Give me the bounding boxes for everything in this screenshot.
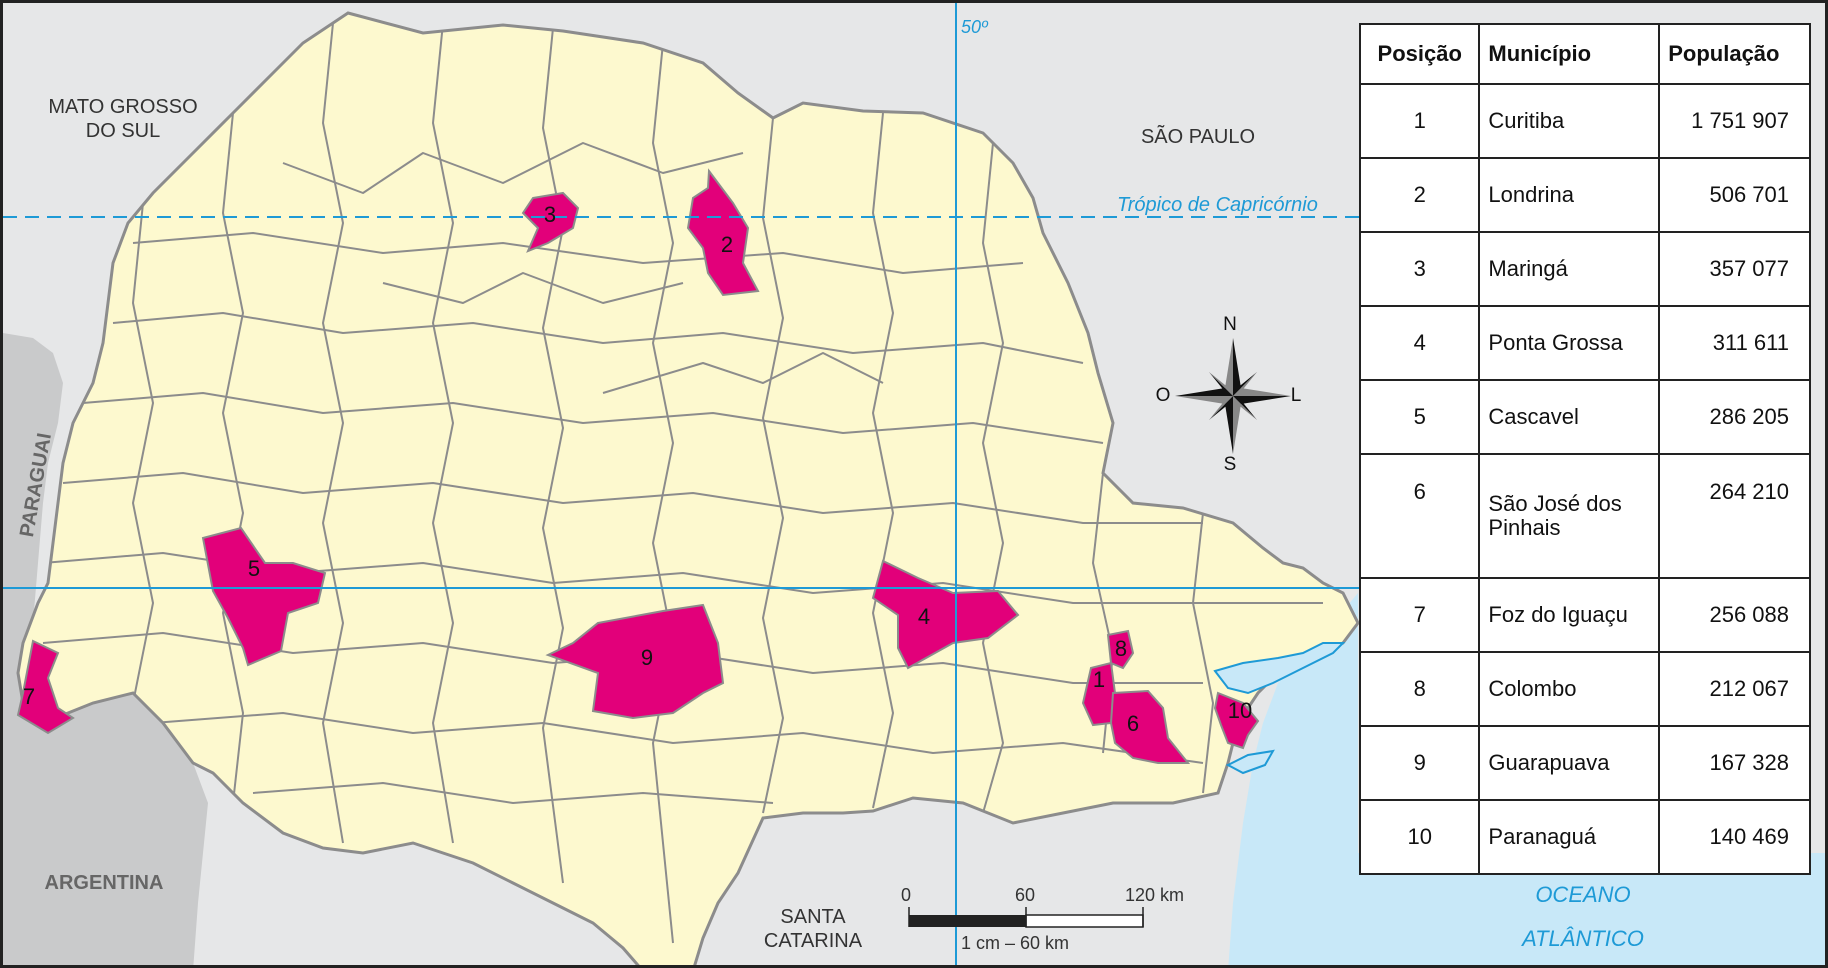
label-meridian: 50º <box>961 17 988 37</box>
cell-municipality: Londrina <box>1478 157 1661 233</box>
table-row: 5 Cascavel 286 205 <box>1358 379 1811 455</box>
foreign-territory <box>3 333 208 965</box>
scale-label-0: 0 <box>901 885 912 905</box>
cell-population: 140 469 <box>1658 799 1811 875</box>
cell-population: 1 751 907 <box>1658 83 1811 159</box>
city-marker-1: 1 <box>1092 667 1106 692</box>
table-header-row: Posição Município População <box>1358 23 1811 85</box>
cell-population: 212 067 <box>1658 651 1811 727</box>
city-marker-2: 2 <box>720 232 734 257</box>
cell-position: 8 <box>1358 651 1481 727</box>
cell-municipality: Cascavel <box>1478 379 1661 455</box>
municipality-londrina <box>686 168 760 297</box>
scale-segment-white <box>1025 914 1144 928</box>
table-row: 1 Curitiba 1 751 907 <box>1358 83 1811 159</box>
label-ocean-line1: OCEANO <box>1535 882 1631 907</box>
city-marker-8: 8 <box>1114 636 1128 661</box>
cell-municipality: Curitiba <box>1478 83 1661 159</box>
table-row: 4 Ponta Grossa 311 611 <box>1358 305 1811 381</box>
compass-east: L <box>1290 385 1302 406</box>
cell-position: 9 <box>1358 725 1481 801</box>
municipality-maringa <box>521 191 580 253</box>
table-row: 3 Maringá 357 077 <box>1358 231 1811 307</box>
label-ocean: OCEANO ATLÂNTICO <box>1483 873 1683 961</box>
table-row: 8 Colombo 212 067 <box>1358 651 1811 727</box>
cell-municipality: Foz do Iguaçu <box>1478 577 1661 653</box>
table-row: 7 Foz do Iguaçu 256 088 <box>1358 577 1811 653</box>
parana-state <box>16 11 1360 965</box>
header-municipality: Município <box>1478 23 1661 85</box>
cell-population: 167 328 <box>1658 725 1811 801</box>
cell-population: 256 088 <box>1658 577 1811 653</box>
cell-municipality: Paranaguá <box>1478 799 1661 875</box>
label-tropic: Trópico de Capricórnio <box>1117 194 1318 216</box>
population-table: Posição Município População 1 Curitiba 1… <box>1358 23 1811 875</box>
label-mato-grosso-line1: MATO GROSSO <box>48 96 198 118</box>
cell-position: 3 <box>1358 231 1481 307</box>
table-row: 6 São José dos Pinhais 264 210 <box>1358 453 1811 579</box>
label-argentina: ARGENTINA <box>44 872 164 894</box>
cell-position: 4 <box>1358 305 1481 381</box>
cell-municipality: Guarapuava <box>1478 725 1661 801</box>
municipality-paranagua <box>1213 691 1260 750</box>
header-position: Posição <box>1358 23 1481 85</box>
compass-north: N <box>1223 314 1237 335</box>
cell-position: 2 <box>1358 157 1481 233</box>
municipality-colombo <box>1106 629 1135 670</box>
header-population: População <box>1658 23 1811 85</box>
cell-position: 1 <box>1358 83 1481 159</box>
city-marker-7: 7 <box>22 684 36 709</box>
scale-caption: 1 cm – 60 km <box>961 933 1070 953</box>
cell-municipality: Colombo <box>1478 651 1661 727</box>
municipality-sao-jose-dos-pinhais <box>1109 689 1191 764</box>
city-marker-6: 6 <box>1126 711 1140 736</box>
city-marker-5: 5 <box>247 556 261 581</box>
scale-label-60: 60 <box>1015 885 1036 905</box>
label-santa-catarina: SANTA CATARINA <box>743 905 883 953</box>
label-ocean-line2: ATLÂNTICO <box>1522 926 1644 951</box>
city-marker-4: 4 <box>917 604 931 629</box>
cell-municipality: São José dos Pinhais <box>1478 453 1661 579</box>
scale-segment-black <box>909 915 1026 927</box>
label-santa-catarina-line1: SANTA <box>780 906 846 928</box>
cell-population: 311 611 <box>1658 305 1811 381</box>
cell-municipality: Maringá <box>1478 231 1661 307</box>
bay-guaratuba <box>1225 749 1275 775</box>
bay-paranagua <box>1213 642 1346 695</box>
label-mato-grosso-line2: DO SUL <box>85 120 161 142</box>
compass-rose <box>1175 338 1291 454</box>
label-sao-paulo: SÃO PAULO <box>1140 126 1256 148</box>
city-marker-9: 9 <box>640 645 654 670</box>
table-row: 2 Londrina 506 701 <box>1358 157 1811 233</box>
label-mato-grosso-do-sul: MATO GROSSO DO SUL <box>23 95 223 143</box>
cell-population: 264 210 <box>1658 453 1811 579</box>
municipality-foz-do-iguacu <box>16 639 75 735</box>
city-marker-10: 10 <box>1227 698 1253 723</box>
scale-bar <box>908 907 1144 928</box>
cell-population: 506 701 <box>1658 157 1811 233</box>
cell-position: 7 <box>1358 577 1481 653</box>
label-santa-catarina-line2: CATARINA <box>763 930 863 952</box>
scale-label-120: 120 km <box>1125 885 1185 905</box>
cell-population: 357 077 <box>1658 231 1811 307</box>
municipality-guarapuava <box>545 603 725 720</box>
table-row: 9 Guarapuava 167 328 <box>1358 725 1811 801</box>
municipality-cascavel <box>201 526 327 667</box>
cell-municipality: Ponta Grossa <box>1478 305 1661 381</box>
cell-population: 286 205 <box>1658 379 1811 455</box>
table-row: 10 Paranaguá 140 469 <box>1358 799 1811 875</box>
city-marker-3: 3 <box>543 202 557 227</box>
compass-south: S <box>1223 454 1237 475</box>
bay-features <box>1213 642 1346 775</box>
compass-west: O <box>1155 385 1171 406</box>
cell-position: 6 <box>1358 453 1481 579</box>
cell-position: 5 <box>1358 379 1481 455</box>
cell-position: 10 <box>1358 799 1481 875</box>
